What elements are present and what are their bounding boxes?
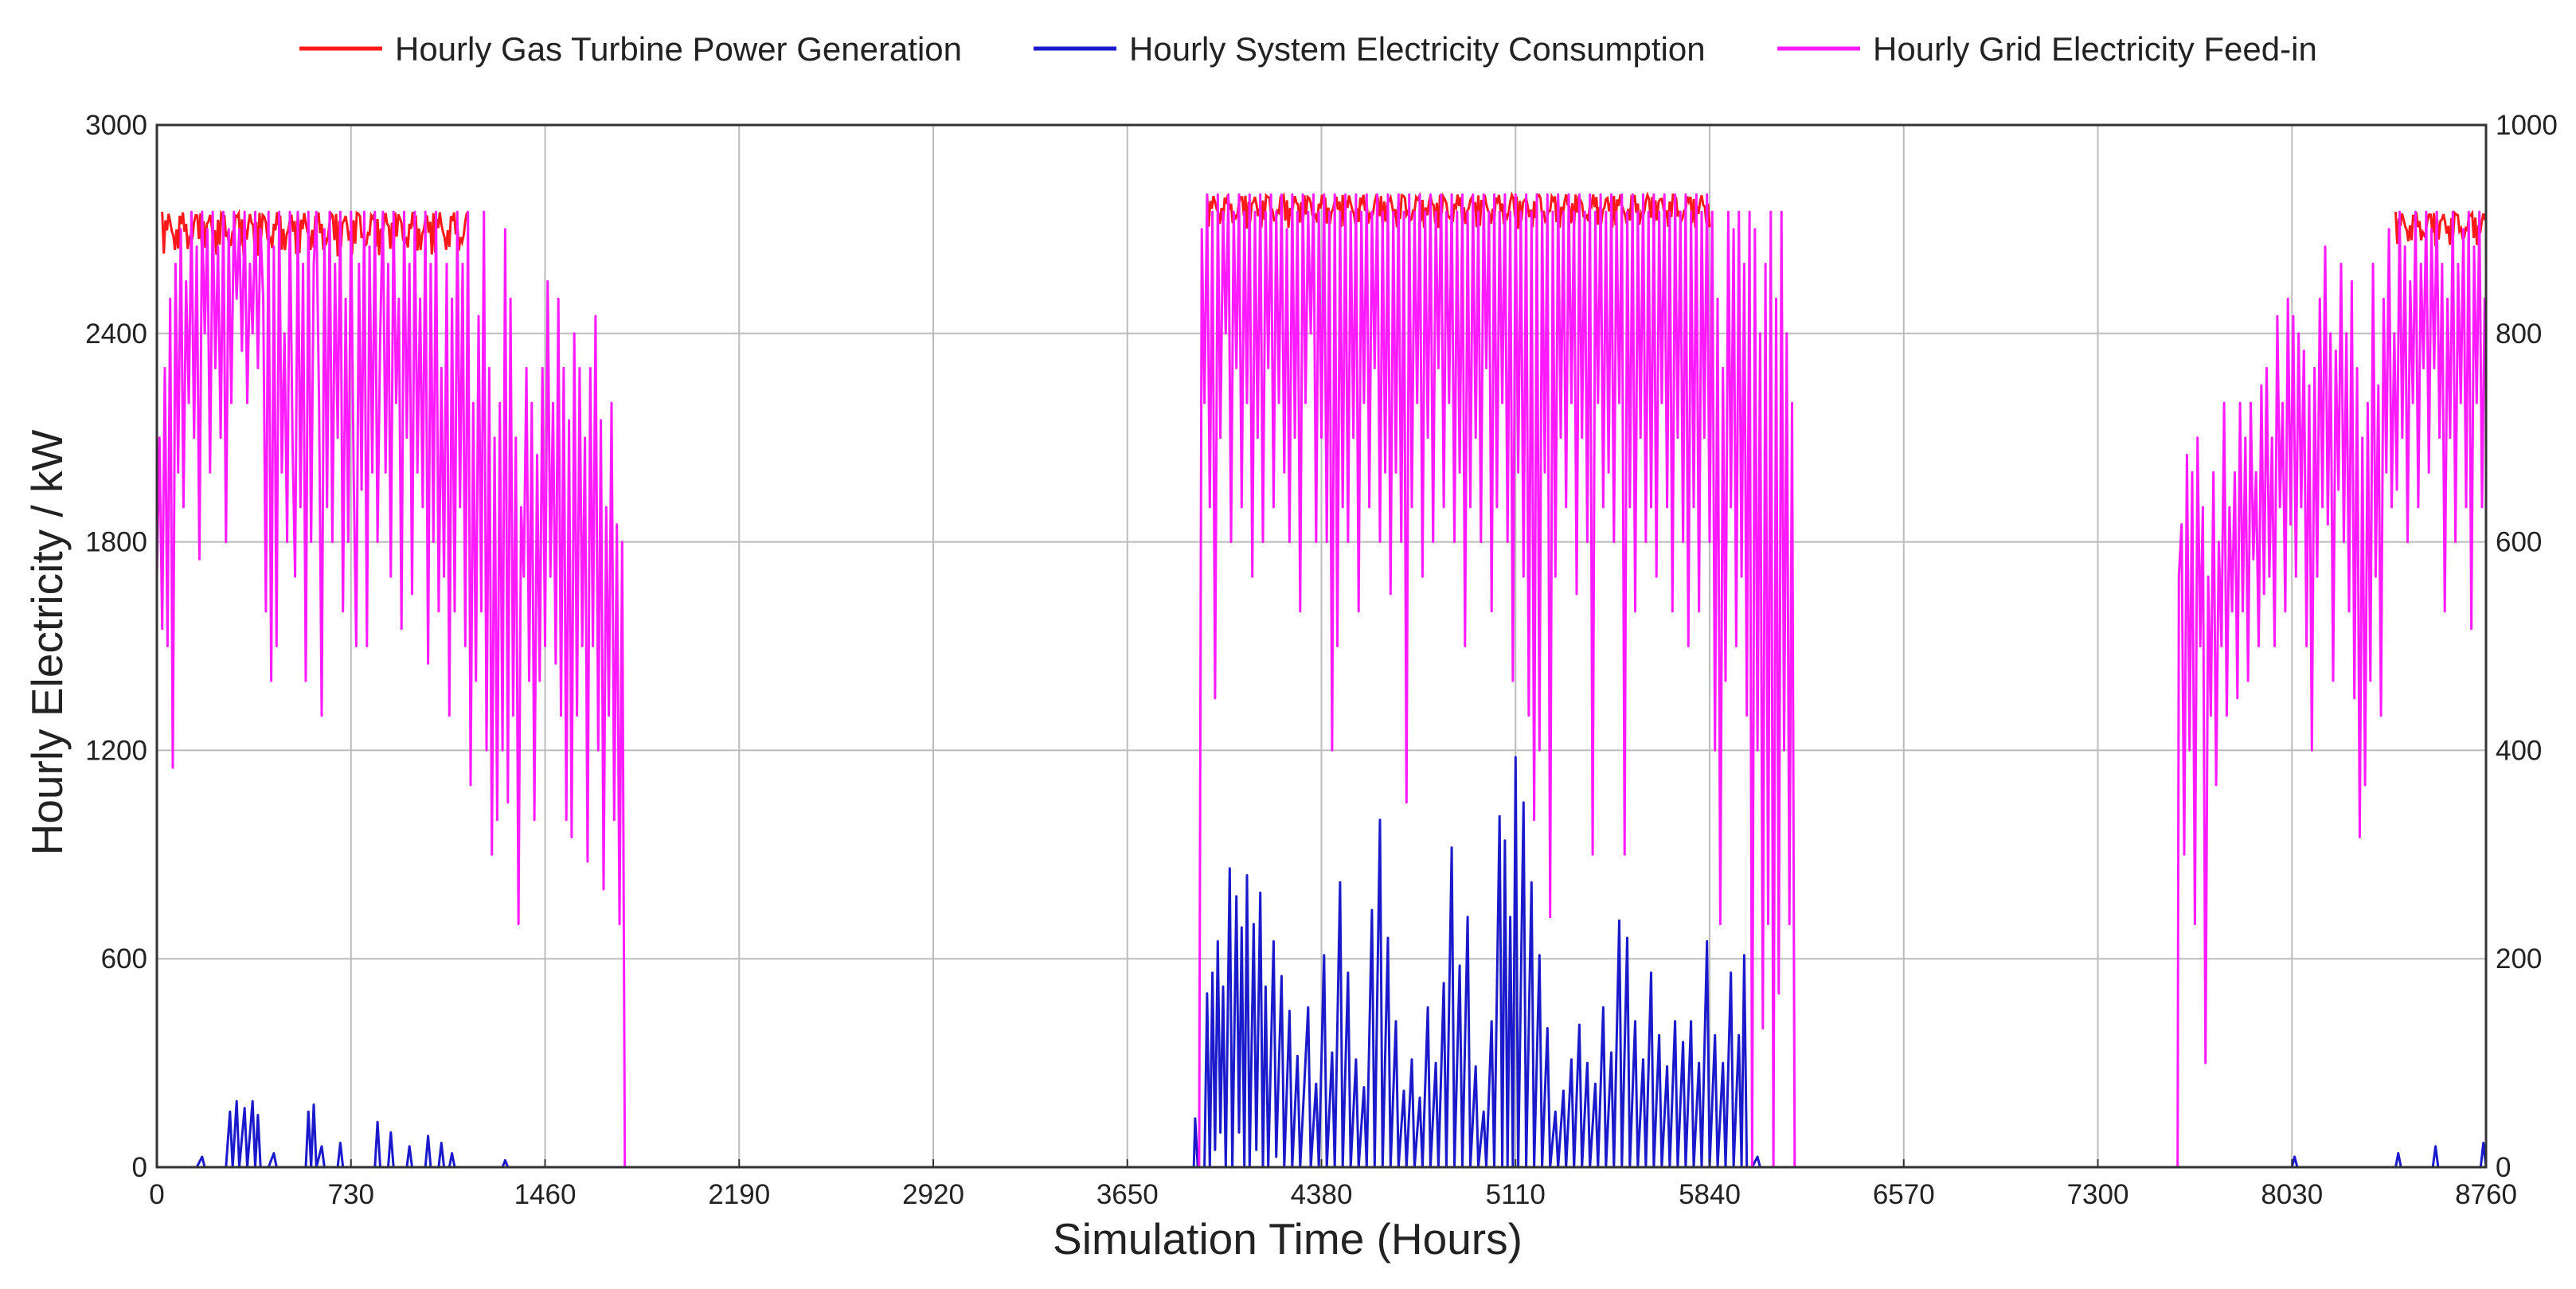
y2-tick-label: 200	[2496, 943, 2542, 975]
x-tick-label: 4380	[1291, 1179, 1353, 1210]
x-tick-label: 2920	[902, 1179, 964, 1210]
y2-tick-label: 600	[2496, 527, 2542, 558]
x-tick-label: 7300	[2067, 1179, 2129, 1210]
plot-series	[155, 191, 2488, 1169]
series-line-gas-turbine	[2394, 209, 2487, 246]
x-axis-title: Simulation Time (Hours)	[1053, 1214, 1523, 1264]
x-tick-label: 8030	[2261, 1179, 2323, 1210]
x-tick-label: 730	[328, 1179, 374, 1210]
y-tick-label: 3000	[85, 110, 147, 141]
legend-label-grid-feed-in: Hourly Grid Electricity Feed-in	[1873, 30, 2317, 68]
axis-ticks: 0 730 1460 2190 2920 3650 4380 5110 5840 6570 7300…	[85, 110, 2558, 1210]
y2-tick-label: 0	[2496, 1152, 2511, 1183]
y-tick-label: 1200	[85, 735, 147, 766]
x-tick-label: 5110	[1486, 1179, 1546, 1210]
legend: Hourly Gas Turbine Power Generation Hour…	[299, 30, 2317, 68]
x-tick-label: 0	[149, 1179, 164, 1210]
x-tick-label: 5840	[1679, 1179, 1741, 1210]
y2-tick-label: 1000	[2496, 110, 2558, 141]
y-tick-label: 2400	[85, 318, 147, 350]
y-tick-label: 1800	[85, 527, 147, 558]
x-tick-label: 3650	[1096, 1179, 1159, 1210]
legend-label-gas-turbine: Hourly Gas Turbine Power Generation	[395, 30, 962, 68]
y-tick-label: 0	[132, 1152, 147, 1183]
legend-label-consumption: Hourly System Electricity Consumption	[1129, 30, 1706, 68]
series-line-consumption	[157, 756, 2488, 1169]
series-line-gas-turbine	[1206, 191, 1711, 229]
y-axis-title: Hourly Electricity / kW	[22, 430, 72, 856]
x-tick-label: 1460	[514, 1179, 577, 1210]
x-tick-label: 6570	[1873, 1179, 1935, 1210]
x-tick-label: 8760	[2455, 1179, 2517, 1210]
y2-tick-label: 400	[2496, 735, 2542, 766]
y-tick-label: 600	[101, 943, 147, 975]
x-tick-label: 2190	[708, 1179, 770, 1210]
y2-tick-label: 800	[2496, 318, 2542, 350]
series-line-grid-feed-in	[155, 193, 2488, 1169]
